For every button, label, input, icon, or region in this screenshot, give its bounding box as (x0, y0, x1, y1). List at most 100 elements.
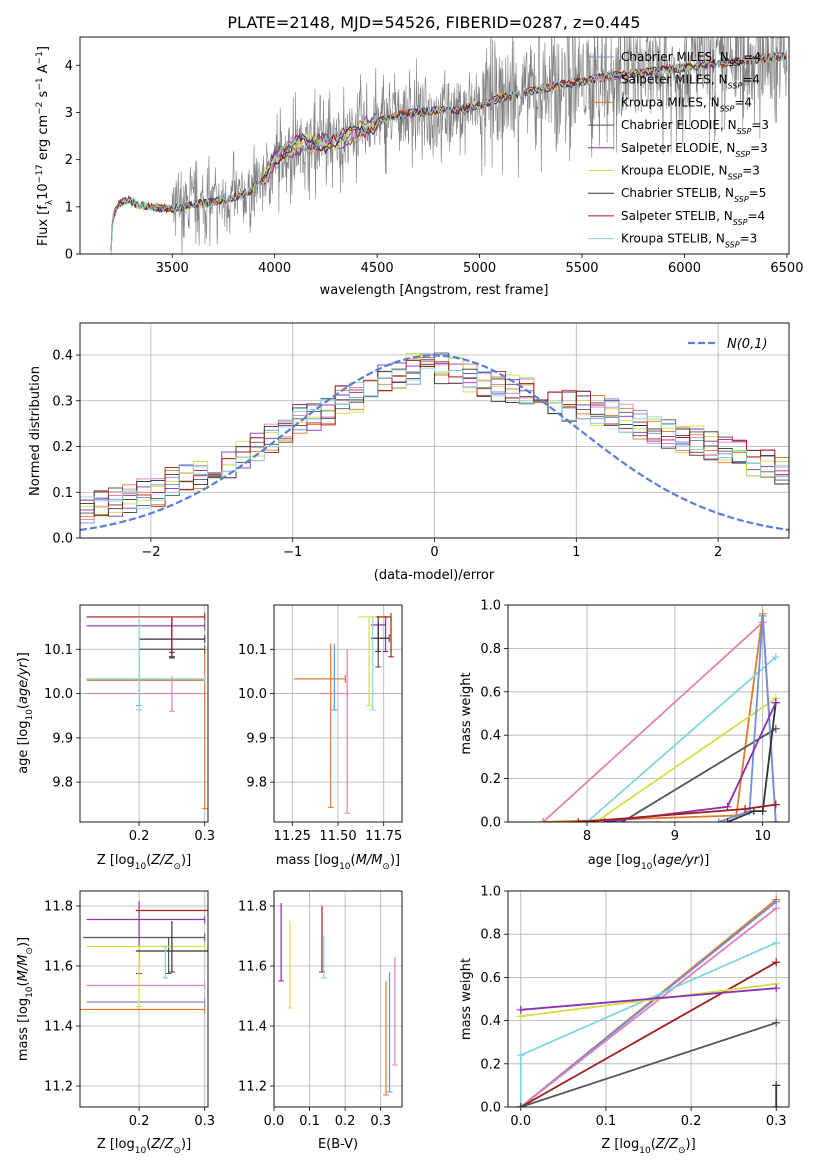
y-tick-label: 11.8 (238, 900, 267, 915)
y-tick-label: 0.4 (480, 1014, 501, 1029)
weight-marker-chabrier_stelib (723, 818, 732, 822)
legend-label-salpeter_miles: Salpeter MILES, NSSP=4 (621, 73, 760, 91)
x-axis-label-part: 10 (641, 862, 653, 872)
axes-frame (79, 890, 209, 1108)
y-tick-label: 11.4 (238, 1020, 267, 1035)
legend-count: =3 (740, 232, 758, 246)
x-tick-label: 0 (430, 545, 438, 560)
axes-frame (79, 36, 790, 255)
y-tick-label: 9.9 (52, 731, 73, 746)
residual-hist-kroupa_stelib (80, 367, 789, 516)
x-axis-label: Z [log10(Z/Z⊙)] (601, 1137, 695, 1156)
x-axis-label: Z [log10(Z/Z⊙)] (97, 1137, 191, 1156)
weight-line-kroupa_elodie (520, 983, 777, 1018)
weight-marker-kroupa_stelib (516, 1051, 525, 1060)
model-spectrum-kroupa_stelib (110, 51, 787, 254)
weight-line-salpeter_miles (520, 907, 777, 1107)
weight-marker-salpeter_stelib (574, 818, 583, 822)
weight-marker-chabrier_miles (714, 818, 723, 822)
plot-area (278, 903, 398, 1096)
legend-sub: SSP (728, 81, 743, 90)
y-axis-label: mass [log10(M/M⊙)] (16, 937, 35, 1061)
x-tick-label: 5000 (463, 261, 496, 276)
weight-marker-salpeter_elodie (771, 698, 780, 707)
y-axis-label-part: 10 (36, 183, 51, 200)
y-tick-label: 11.6 (44, 960, 73, 975)
legend-label-kroupa_elodie: Kroupa ELODIE, NSSP=3 (621, 164, 760, 182)
x-tick-label: 2 (714, 545, 722, 560)
legend-sub: SSP (735, 149, 750, 158)
legend-label-kroupa_miles: Kroupa MILES, NSSP=4 (621, 95, 752, 113)
y-axis-label-part: age/yr (16, 661, 31, 704)
x-axis-label-part: ( (651, 1137, 656, 1152)
y-tick-label: 1.0 (480, 599, 501, 614)
x-tick-label: 11.25 (274, 829, 311, 844)
age-vs-mass-panel: 11.25 11.50 11.75 9.8 9.9 10.0 10.1 mass [log10… (238, 604, 403, 872)
y-tick-label: 0.8 (480, 642, 501, 657)
weight-marker-chabrier_stelib (772, 1103, 781, 1107)
y-axis-label-part: mass [log (16, 998, 31, 1061)
weight-line-chabrier_stelib (727, 702, 777, 822)
weight-vs-age-panel: 8 9 10 0.0 0.2 0.4 0.6 0.8 1.0 mass weight age [lo… (459, 599, 790, 872)
y-tick-label: 0.4 (52, 349, 73, 364)
residual-hist-kroupa_elodie (80, 353, 789, 520)
y-tick-label: 1.0 (480, 885, 501, 900)
y-tick-label: 2 (65, 153, 73, 168)
x-axis-label-part: ⊙ (678, 1146, 686, 1156)
y-axis-label-part: 10 (25, 986, 35, 998)
x-tick-label: 0.3 (194, 1114, 215, 1129)
y-tick-label: 10.0 (238, 687, 267, 702)
axes-frame (507, 890, 790, 1108)
weight-marker-salpeter_miles (772, 904, 781, 913)
y-axis-label: Flux [fλ10−17 erg cm−2 s−1 A−1] (35, 46, 55, 246)
legend-count: =3 (750, 141, 768, 155)
weight-line-kroupa_stelib (519, 941, 777, 1107)
x-tick-label: 0.0 (264, 1114, 285, 1129)
y-tick-label: 11.6 (238, 960, 267, 975)
x-axis-label-part: mass [log (276, 853, 339, 868)
x-axis-label-part: 10 (135, 1146, 147, 1156)
y-axis-label-part: −1 (35, 51, 45, 64)
y-tick-label: 0 (65, 248, 73, 263)
legend-label-salpeter_stelib: Salpeter STELIB, NSSP=4 (621, 209, 765, 227)
y-axis-label-part: ( (16, 704, 31, 709)
x-tick-label: 1 (572, 545, 580, 560)
y-tick-label: 0.6 (480, 971, 501, 986)
weight-marker-chabrier_miles (771, 818, 780, 822)
y-tick-label: 10.0 (44, 687, 73, 702)
mass-vs-ebv-panel: 0.0 0.1 0.2 0.3 11.2 11.4 11.6 11.8 E(B-V) (238, 890, 403, 1152)
weight-line-salpeter_elodie (520, 987, 777, 1011)
x-axis-label-part: 10 (135, 862, 147, 872)
y-tick-label: 0.8 (480, 928, 501, 943)
weight-marker-salpeter_stelib (741, 804, 750, 813)
y-tick-label: 10.1 (238, 643, 267, 658)
plot-area (110, 37, 788, 254)
y-tick-label: 0.1 (52, 486, 73, 501)
x-axis-label-part: 10 (339, 862, 351, 872)
y-tick-label: 0.6 (480, 685, 501, 700)
x-axis-label-part: ⊙ (173, 862, 181, 872)
y-axis-label-part: )] (16, 652, 31, 662)
x-axis-label-part: )] (181, 1137, 191, 1152)
weight-marker-chabrier_stelib (772, 1081, 781, 1090)
x-axis-label: age [log10(age/yr)] (588, 853, 710, 872)
legend-count: =4 (743, 50, 761, 64)
x-tick-label: 10 (754, 829, 771, 844)
x-axis-label-part: Z [log (97, 853, 135, 868)
x-tick-label: 6500 (770, 261, 803, 276)
y-axis-label-part: −17 (35, 164, 45, 183)
x-axis-label-part: ( (351, 853, 356, 868)
x-tick-label: 0.3 (194, 829, 215, 844)
x-axis-label-part: ( (652, 853, 657, 868)
weight-line-salpeter_stelib (520, 961, 777, 1107)
weight-marker-chabrier_elodie (516, 1103, 525, 1107)
residual-hist-chabrier_miles (80, 353, 789, 524)
legend-sub: SSP (734, 195, 749, 204)
x-axis-label-part: age [log (588, 853, 641, 868)
weight-line-kroupa_elodie (595, 697, 777, 822)
x-axis-label: Z [log10(Z/Z⊙)] (97, 853, 191, 872)
x-tick-label: 8 (583, 829, 591, 844)
x-axis-label-part: Z [log (97, 1137, 135, 1152)
legend-name: Kroupa MILES, N (621, 95, 720, 109)
